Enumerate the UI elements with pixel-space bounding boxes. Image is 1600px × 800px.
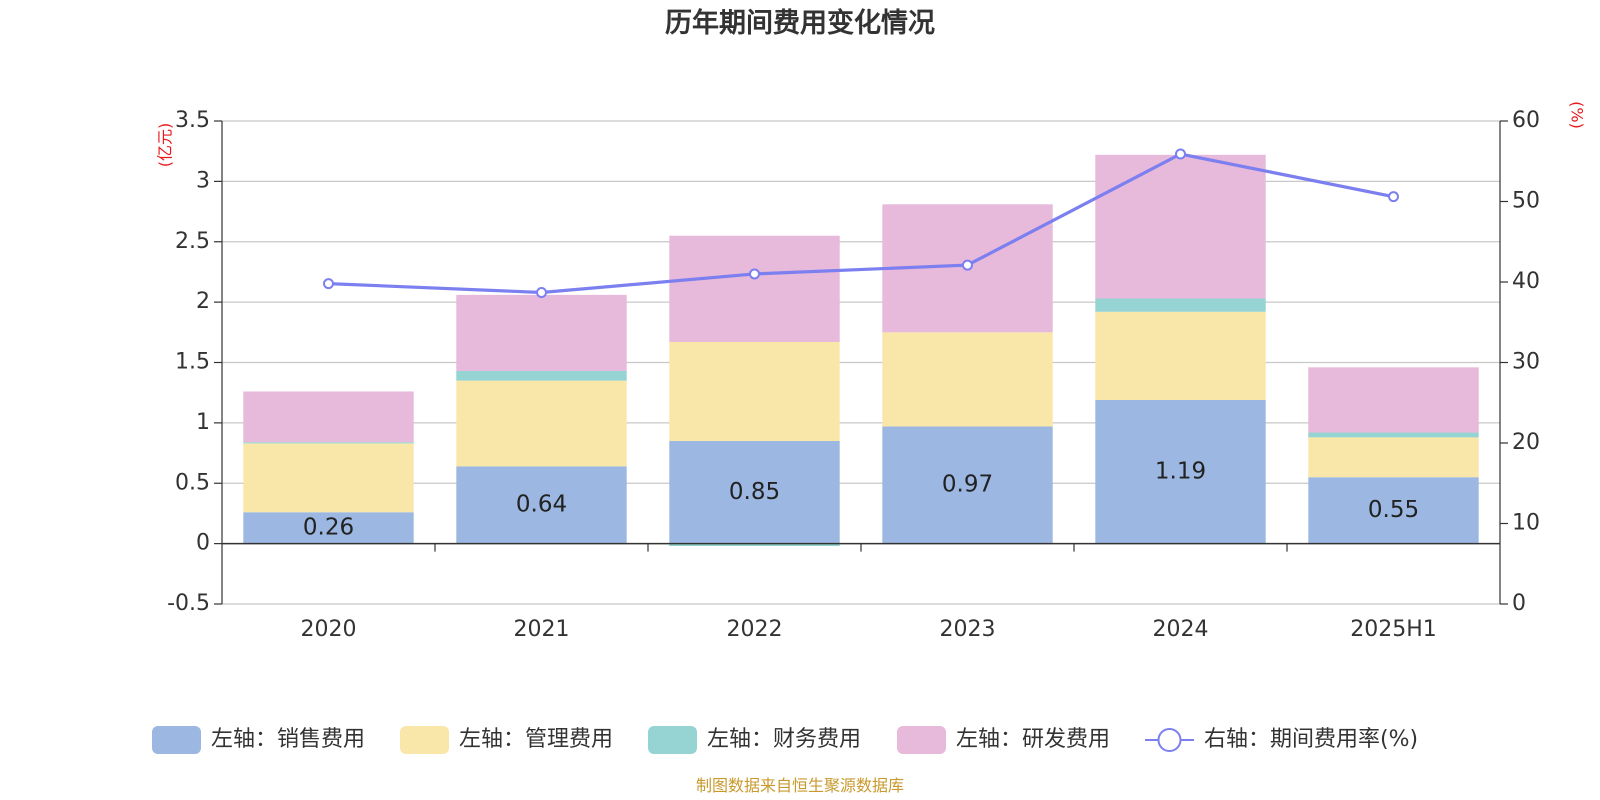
- legend-swatch: [400, 726, 449, 754]
- bar-segment: [1308, 432, 1479, 438]
- left-tick-label: -0.5: [167, 591, 210, 616]
- bar-segment: [456, 466, 627, 544]
- right-tick-label: 60: [1512, 108, 1540, 133]
- bars: [243, 154, 1479, 547]
- source-note: 制图数据来自恒生聚源数据库: [696, 776, 904, 795]
- bar-segment: [669, 440, 840, 544]
- chart-title: 历年期间费用变化情况: [665, 7, 935, 39]
- rate-point: [962, 259, 973, 271]
- rate-point: [1388, 191, 1399, 203]
- x-tick-label: 2022: [727, 617, 783, 642]
- data-label: 0.85: [729, 479, 780, 505]
- bar-segment: [456, 370, 627, 381]
- bar-segment: [882, 332, 1053, 427]
- left-tick-label: 1.5: [175, 350, 210, 375]
- rate-point: [536, 286, 547, 298]
- legend-label: 左轴：管理费用: [459, 727, 613, 752]
- right-tick-label: 30: [1512, 350, 1540, 375]
- x-tick-label: 2023: [940, 617, 996, 642]
- bar-segment: [1095, 298, 1266, 312]
- legend-swatch: [648, 726, 697, 754]
- bar-segment: [1095, 399, 1266, 544]
- legend-label: 右轴：期间费用率(%): [1204, 727, 1418, 752]
- data-label: 0.97: [942, 472, 993, 498]
- data-label: 0.64: [516, 491, 567, 517]
- bar-segment: [1308, 437, 1479, 478]
- bar-segment: [669, 543, 840, 547]
- legend-swatch: [897, 726, 946, 754]
- left-tick-label: 1: [196, 410, 210, 435]
- legend-label: 左轴：财务费用: [707, 727, 861, 752]
- rate-point: [323, 278, 334, 290]
- legend-marker: [1157, 728, 1182, 752]
- bar-segment: [243, 391, 414, 443]
- left-tick-label: 2.5: [175, 229, 210, 254]
- bar-segment: [1095, 311, 1266, 400]
- x-tick-label: 2020: [301, 617, 357, 642]
- data-labels: 0.26 0.64 0.85 0.97 1.19 0.55: [303, 458, 1419, 540]
- left-tick-label: 2: [196, 289, 210, 314]
- x-tick-label: 2025H1: [1350, 617, 1437, 642]
- axes: -0.5 0 0.5 1 1.5 2 2.5 3 3.5 0 10 20 30 40 50 60 2020 202…: [167, 108, 1540, 642]
- left-tick-label: 0.5: [175, 470, 210, 495]
- left-tick-label: 0: [196, 531, 210, 556]
- data-label: 0.55: [1368, 497, 1419, 523]
- bar-segment: [456, 380, 627, 467]
- left-axis-unit: (亿元): [156, 123, 175, 168]
- bar-segment: [669, 235, 840, 342]
- bar-segment: [1095, 154, 1266, 299]
- right-tick-label: 50: [1512, 189, 1540, 214]
- x-tick-label: 2021: [514, 617, 570, 642]
- right-tick-label: 40: [1512, 269, 1540, 294]
- left-tick-label: 3: [196, 168, 210, 193]
- legend-swatch: [152, 726, 201, 754]
- bar-segment: [882, 426, 1053, 544]
- bar-segment: [1308, 477, 1479, 544]
- bar-segment: [243, 512, 414, 544]
- right-axis-unit: (%): [1568, 101, 1587, 129]
- bar-segment: [669, 341, 840, 441]
- left-tick-label: 3.5: [175, 108, 210, 133]
- rate-point: [749, 268, 760, 280]
- legend: 左轴：销售费用 左轴：管理费用 左轴：财务费用 左轴：研发费用 右轴：期间费用率(%): [152, 726, 1418, 754]
- legend-label: 左轴：销售费用: [211, 727, 365, 752]
- bar-segment: [1308, 367, 1479, 433]
- data-label: 0.26: [303, 514, 354, 540]
- rate-line-path: [328, 152, 1394, 295]
- right-tick-label: 20: [1512, 430, 1540, 455]
- right-tick-label: 10: [1512, 511, 1540, 536]
- data-label: 1.19: [1155, 458, 1206, 484]
- rate-point: [1175, 148, 1186, 160]
- rate-line: [323, 148, 1399, 298]
- bar-segment: [456, 294, 627, 371]
- bar-segment: [243, 442, 414, 444]
- right-tick-label: 0: [1512, 591, 1526, 616]
- bar-segment: [243, 443, 414, 513]
- x-tick-label: 2024: [1153, 617, 1209, 642]
- legend-label: 左轴：研发费用: [956, 727, 1110, 752]
